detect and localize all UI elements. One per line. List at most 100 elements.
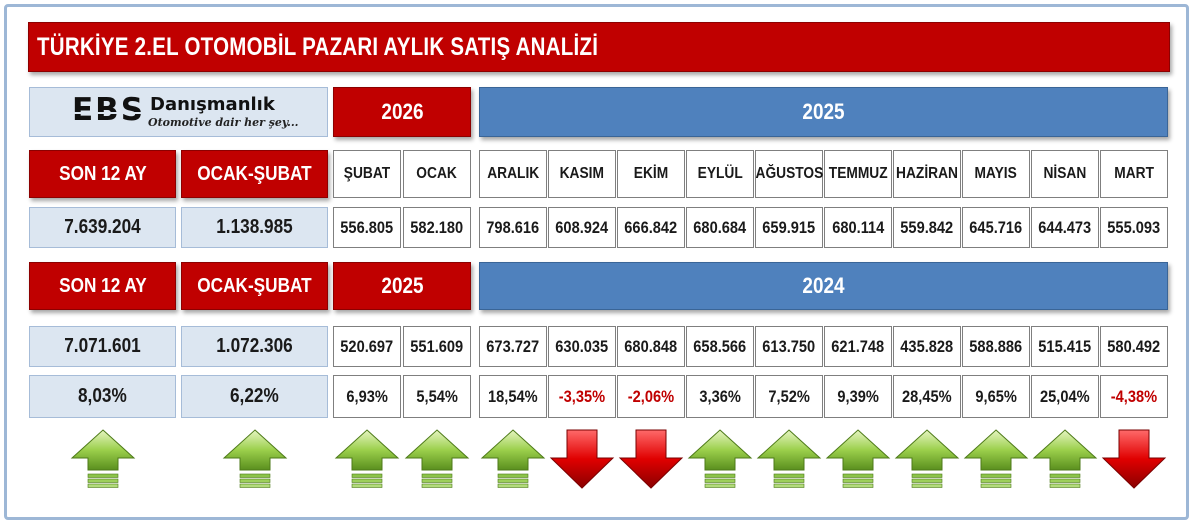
month-header-9: MAYIS bbox=[962, 150, 1030, 198]
value-2025-4: 680.848 bbox=[617, 326, 685, 367]
month-header-10: NİSAN bbox=[1031, 150, 1099, 198]
value-2026-4-text: 666.842 bbox=[624, 217, 678, 237]
change-1: 5,54% bbox=[403, 375, 471, 418]
month-header-0: ŞUBAT bbox=[333, 150, 401, 198]
month-header-4-text: EKİM bbox=[633, 165, 669, 182]
label-period-2026: OCAK-ŞUBAT bbox=[181, 150, 328, 198]
value-2026-1: 582.180 bbox=[403, 207, 471, 248]
value-2026-0: 556.805 bbox=[333, 207, 401, 248]
value-2026-5-text: 680.684 bbox=[693, 217, 747, 237]
value-period-2025: 1.072.306 bbox=[181, 326, 328, 367]
logo-tagline: Otomotive dair her şey... bbox=[148, 116, 299, 129]
change-5-text: 3,36% bbox=[699, 386, 741, 406]
value-2026-10-text: 644.473 bbox=[1038, 217, 1092, 237]
value-2025-8: 435.828 bbox=[893, 326, 961, 367]
change-4-text: -2,06% bbox=[627, 386, 675, 406]
value-2025-7: 621.748 bbox=[824, 326, 892, 367]
value-2025-4-text: 680.848 bbox=[624, 336, 678, 356]
change-9-text: 9,65% bbox=[975, 386, 1017, 406]
change-8: 28,45% bbox=[893, 375, 961, 418]
value-period-2026-text: 1.138.985 bbox=[216, 216, 293, 238]
month-header-8-text: HAZİRAN bbox=[896, 165, 958, 182]
value-last12-2025: 7.071.601 bbox=[29, 326, 176, 367]
month-header-7-text: TEMMUZ bbox=[828, 165, 888, 182]
value-2026-4: 666.842 bbox=[617, 207, 685, 248]
value-2025-2: 673.727 bbox=[479, 326, 547, 367]
month-header-9-text: MAYIS bbox=[974, 165, 1018, 182]
value-2025-1-text: 551.609 bbox=[410, 336, 464, 356]
year-header-2025: 2025 bbox=[479, 87, 1168, 137]
year-header-2024: 2024 bbox=[479, 262, 1168, 310]
value-2025-11-text: 580.492 bbox=[1107, 336, 1161, 356]
month-header-8: HAZİRAN bbox=[893, 150, 961, 198]
change-5: 3,36% bbox=[686, 375, 754, 418]
change-7: 9,39% bbox=[824, 375, 892, 418]
month-header-7: TEMMUZ bbox=[824, 150, 892, 198]
arrow-down-icon bbox=[549, 429, 615, 489]
change-0-text: 6,93% bbox=[346, 386, 388, 406]
value-2026-5: 680.684 bbox=[686, 207, 754, 248]
change-1-text: 5,54% bbox=[416, 386, 458, 406]
value-2026-9: 645.716 bbox=[962, 207, 1030, 248]
value-2025-7-text: 621.748 bbox=[831, 336, 885, 356]
change-11: -4,38% bbox=[1100, 375, 1168, 418]
value-2025-3-text: 630.035 bbox=[555, 336, 609, 356]
month-header-4: EKİM bbox=[617, 150, 685, 198]
change-8-text: 28,45% bbox=[902, 386, 952, 406]
label-last12-2026-text: SON 12 AY bbox=[58, 162, 147, 185]
label-period-2026-text: OCAK-ŞUBAT bbox=[197, 162, 312, 185]
year-header-2024-text: 2024 bbox=[802, 273, 845, 298]
logo-name: Danışmanlık bbox=[150, 94, 275, 115]
change-period-text: 6,22% bbox=[230, 385, 279, 407]
arrow-up-icon bbox=[894, 429, 960, 488]
arrow-up-icon bbox=[687, 429, 753, 488]
value-2025-10-text: 515.415 bbox=[1038, 336, 1092, 356]
value-last12-2026: 7.639.204 bbox=[29, 207, 176, 248]
month-header-6-text: AĞUSTOS bbox=[755, 165, 823, 182]
report-title-text: TÜRKİYE 2.EL OTOMOBİL PAZARI AYLIK SATIŞ… bbox=[37, 32, 599, 61]
change-9: 9,65% bbox=[962, 375, 1030, 418]
change-last12: 8,03% bbox=[29, 375, 176, 418]
year-header-2025b: 2025 bbox=[333, 262, 471, 310]
change-11-text: -4,38% bbox=[1110, 386, 1158, 406]
month-header-3: KASIM bbox=[548, 150, 616, 198]
value-2026-7-text: 680.114 bbox=[831, 217, 885, 237]
value-2026-11: 555.093 bbox=[1100, 207, 1168, 248]
arrow-up-icon bbox=[963, 429, 1029, 488]
change-7-text: 9,39% bbox=[837, 386, 879, 406]
month-header-11-text: MART bbox=[1114, 165, 1154, 182]
month-header-5-text: EYLÜL bbox=[697, 165, 743, 182]
logo-mark: EBS bbox=[72, 92, 146, 128]
value-2026-2-text: 798.616 bbox=[486, 217, 540, 237]
arrow-down-icon bbox=[618, 429, 684, 489]
label-last12-2025-text: SON 12 AY bbox=[58, 274, 147, 297]
arrow-up-icon bbox=[825, 429, 891, 488]
value-2025-9-text: 588.886 bbox=[969, 336, 1023, 356]
month-header-2-text: ARALIK bbox=[487, 165, 539, 182]
value-2026-0-text: 556.805 bbox=[340, 217, 394, 237]
value-2026-10: 644.473 bbox=[1031, 207, 1099, 248]
arrow-up-icon bbox=[480, 429, 546, 488]
year-header-2026-text: 2026 bbox=[380, 99, 424, 124]
month-header-6: AĞUSTOS bbox=[755, 150, 823, 198]
month-header-3-text: KASIM bbox=[559, 165, 605, 182]
month-header-11: MART bbox=[1100, 150, 1168, 198]
ebs-logo: EBS Danışmanlık Otomotive dair her şey..… bbox=[29, 87, 328, 137]
value-2025-5: 658.566 bbox=[686, 326, 754, 367]
value-2026-9-text: 645.716 bbox=[969, 217, 1023, 237]
month-header-1-text: OCAK bbox=[416, 165, 458, 182]
month-header-0-text: ŞUBAT bbox=[343, 165, 391, 182]
value-2025-11: 580.492 bbox=[1100, 326, 1168, 367]
value-2026-6: 659.915 bbox=[755, 207, 823, 248]
arrow-down-icon bbox=[1101, 429, 1167, 489]
arrow-up-icon bbox=[222, 429, 287, 488]
value-last12-2025-text: 7.071.601 bbox=[64, 335, 141, 357]
label-period-2025: OCAK-ŞUBAT bbox=[181, 262, 328, 310]
value-2025-3: 630.035 bbox=[548, 326, 616, 367]
arrow-up-icon bbox=[70, 429, 135, 488]
value-2025-6: 613.750 bbox=[755, 326, 823, 367]
value-2026-8-text: 559.842 bbox=[900, 217, 954, 237]
month-header-10-text: NİSAN bbox=[1043, 165, 1087, 182]
year-header-2025b-text: 2025 bbox=[380, 273, 424, 298]
label-last12-2025: SON 12 AY bbox=[29, 262, 176, 310]
